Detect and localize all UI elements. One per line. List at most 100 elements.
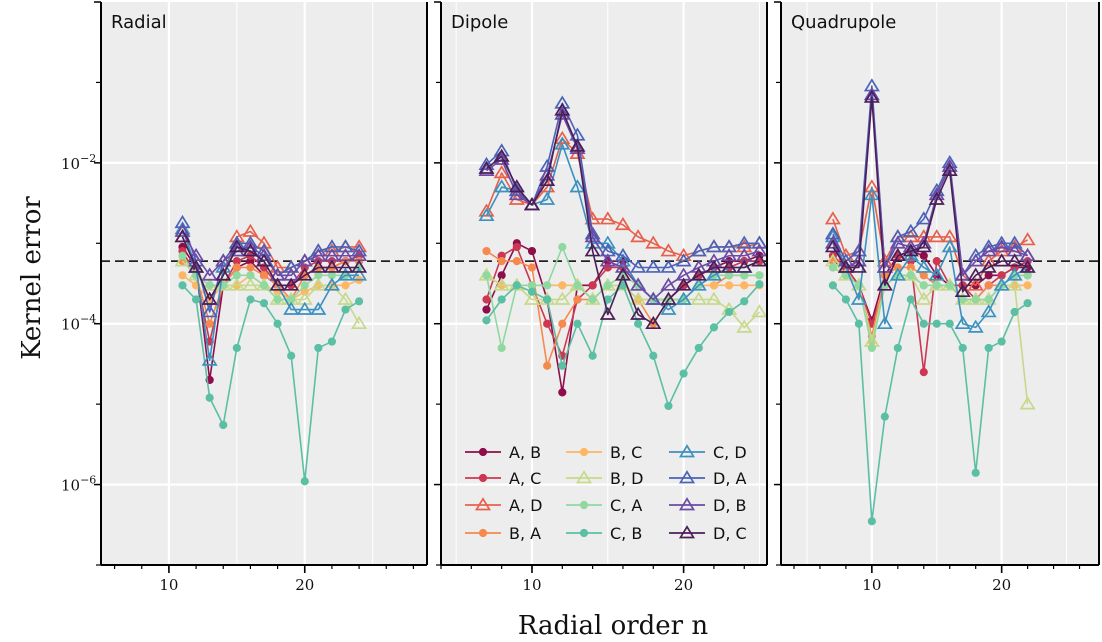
data-point bbox=[482, 295, 491, 304]
data-point bbox=[508, 179, 525, 193]
data-point bbox=[554, 130, 571, 144]
data-point bbox=[675, 291, 692, 305]
data-point bbox=[736, 235, 753, 249]
data-point bbox=[751, 253, 768, 267]
data-point bbox=[599, 306, 616, 320]
data-point bbox=[255, 235, 273, 249]
data-point bbox=[863, 179, 880, 193]
data-point bbox=[932, 257, 941, 266]
data-point bbox=[675, 253, 692, 267]
data-point bbox=[1006, 267, 1023, 281]
data-point bbox=[201, 267, 218, 281]
data-point bbox=[984, 295, 993, 304]
data-point bbox=[246, 271, 255, 280]
data-point bbox=[954, 283, 971, 298]
legend-item: A, B bbox=[465, 443, 541, 462]
data-point bbox=[889, 267, 906, 281]
data-point bbox=[980, 243, 997, 257]
data-point bbox=[919, 251, 928, 260]
legend-item: C, B bbox=[566, 524, 642, 543]
legend-item: A, D bbox=[465, 496, 542, 515]
data-point bbox=[614, 216, 631, 231]
data-point bbox=[482, 316, 491, 325]
data-point bbox=[928, 191, 945, 205]
data-point bbox=[630, 291, 647, 305]
data-point bbox=[569, 138, 586, 152]
data-point bbox=[709, 281, 719, 290]
data-point bbox=[837, 259, 854, 273]
data-point bbox=[841, 295, 850, 304]
data-point bbox=[645, 291, 662, 305]
data-point bbox=[523, 291, 541, 305]
data-point bbox=[351, 259, 368, 273]
data-point bbox=[482, 271, 491, 280]
data-point bbox=[273, 295, 282, 304]
data-point bbox=[493, 277, 510, 291]
data-point bbox=[259, 281, 269, 290]
legend-label: D, B bbox=[713, 496, 746, 515]
data-point bbox=[543, 319, 552, 328]
data-point bbox=[705, 267, 722, 281]
legend-item: D, B bbox=[669, 496, 746, 515]
legend-marker bbox=[678, 525, 696, 539]
data-point bbox=[497, 257, 506, 266]
data-point bbox=[512, 242, 521, 252]
series-c-b bbox=[828, 281, 1032, 526]
data-point bbox=[660, 301, 677, 315]
data-point bbox=[984, 343, 993, 353]
panel-radial: 10 20 10−6 10−4 10−2 Radial bbox=[61, 1, 428, 594]
data-point bbox=[287, 351, 296, 360]
legend-marker bbox=[678, 497, 696, 511]
legend-item: B, C bbox=[566, 443, 642, 462]
data-point bbox=[558, 388, 567, 397]
data-point bbox=[863, 187, 880, 201]
data-point bbox=[188, 259, 205, 273]
data-point bbox=[1023, 299, 1032, 308]
data-point bbox=[584, 243, 601, 257]
data-point bbox=[573, 295, 582, 304]
data-point bbox=[215, 267, 232, 281]
data-point bbox=[755, 280, 764, 289]
data-point bbox=[558, 242, 567, 252]
data-point bbox=[228, 239, 245, 253]
data-point bbox=[902, 243, 919, 257]
data-point bbox=[588, 295, 597, 304]
data-point bbox=[351, 267, 368, 281]
data-point bbox=[945, 281, 954, 290]
data-point bbox=[967, 253, 984, 267]
data-point bbox=[300, 281, 309, 290]
legend-marker bbox=[678, 444, 696, 458]
series-c-b bbox=[178, 281, 364, 486]
data-point bbox=[690, 277, 707, 291]
data-point bbox=[993, 253, 1010, 267]
data-point bbox=[694, 343, 703, 353]
data-point bbox=[893, 343, 902, 353]
data-point bbox=[1006, 277, 1023, 291]
data-point bbox=[906, 295, 915, 304]
data-point bbox=[980, 259, 997, 273]
data-point bbox=[967, 319, 984, 333]
data-point bbox=[543, 295, 552, 304]
data-point bbox=[493, 165, 510, 179]
data-point bbox=[889, 229, 906, 243]
series-d-c bbox=[174, 229, 368, 305]
data-point bbox=[967, 277, 984, 291]
data-point bbox=[478, 156, 495, 170]
data-point bbox=[246, 263, 255, 272]
data-point bbox=[630, 277, 647, 291]
data-point bbox=[554, 136, 571, 150]
data-point bbox=[584, 229, 601, 243]
data-point bbox=[736, 239, 753, 253]
data-point bbox=[310, 301, 327, 315]
data-point bbox=[705, 253, 722, 267]
data-point bbox=[599, 235, 616, 249]
legend-marker bbox=[575, 470, 593, 484]
data-point bbox=[201, 291, 218, 305]
data-point bbox=[971, 295, 980, 304]
data-point bbox=[201, 304, 218, 318]
data-point bbox=[876, 277, 893, 291]
data-point bbox=[482, 305, 491, 314]
data-point bbox=[751, 304, 768, 318]
data-point bbox=[201, 352, 218, 366]
